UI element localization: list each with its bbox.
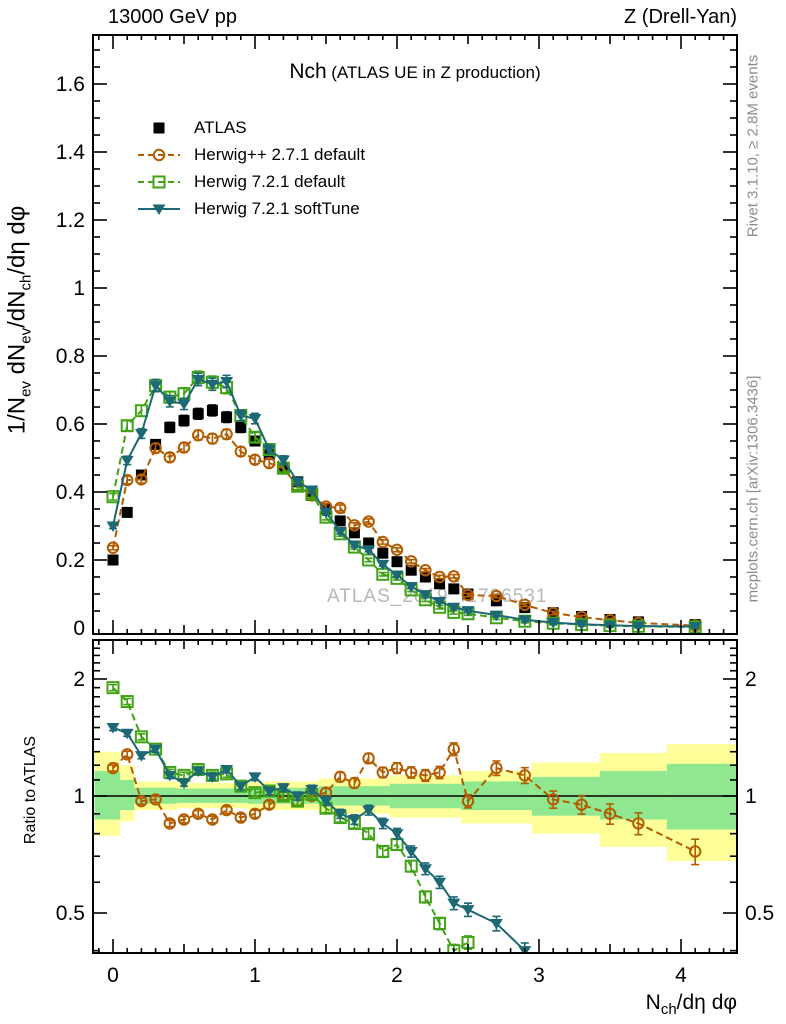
circle-open-marker-icon	[138, 148, 180, 161]
square-filled-marker-icon	[153, 122, 165, 133]
main-series-herwig-7-2-1-softtune	[106, 372, 702, 633]
main-y-tick-label: 1.6	[56, 73, 85, 96]
legend-item-herwig-2-7-1-default: Herwig++ 2.7.1 default	[136, 141, 365, 168]
legend-label: Herwig 7.2.1 softTune	[194, 198, 360, 218]
main-y-tick-label: 0.4	[56, 481, 86, 504]
legend: ATLAS Herwig++ 2.7.1 default Herwig 7.2.1 …	[136, 114, 365, 222]
plot-title-paren: (ATLAS UE in Z production)	[331, 63, 541, 82]
plot-title: Nch (ATLAS UE in Z production)	[289, 60, 540, 84]
main-series-herwig-2-7-1-default	[106, 428, 702, 632]
x-tick-label: 0	[107, 964, 119, 987]
beam-energy-label: 13000 GeV pp	[108, 6, 237, 28]
main-y-tick-label: 0.8	[56, 345, 85, 368]
process-label: Z (Drell-Yan)	[624, 6, 737, 28]
rivet-version-note: Rivet 3.1.10, ≥ 2.8M events	[744, 54, 762, 238]
main-y-tick-label: 1.2	[56, 209, 85, 232]
main-y-axis-label: 1/Nev dNev/dNch/dη dφ	[3, 205, 35, 435]
legend-item-herwig-7-2-1-default: Herwig 7.2.1 default	[136, 168, 365, 195]
x-tick-label: 4	[675, 964, 687, 987]
legend-label: Herwig++ 2.7.1 default	[194, 144, 366, 164]
ratio-y-tick-label-right: 0.5	[745, 902, 774, 925]
ratio-series-herwig-7-2-1-softtune	[106, 723, 532, 953]
x-tick-label: 1	[249, 964, 261, 987]
ratio-y-axis-label: Ratio to ATLAS	[22, 735, 39, 845]
x-axis-label: Nch/dη dφ	[645, 991, 737, 1019]
mcplots-arxiv-note: mcplots.cern.ch [arXiv:1306.3436]	[744, 375, 762, 603]
plot-title-main: Nch	[289, 60, 327, 83]
main-y-tick-label: 0	[73, 617, 85, 640]
uncertainty-bands	[94, 744, 737, 862]
main-panel-frame	[92, 34, 738, 635]
ratio-y-tick-label-left: 2	[73, 668, 85, 691]
ratio-y-tick-label-right: 2	[745, 668, 757, 691]
main-y-tick-label: 1.4	[56, 141, 86, 164]
ratio-y-tick-label-left: 0.5	[56, 902, 85, 925]
main-y-tick-label: 0.2	[56, 549, 85, 572]
ratio-y-tick-label-right: 1	[745, 785, 757, 808]
ratio-series-herwig-7-2-1-default	[106, 681, 475, 953]
main-y-tick-label: 0.6	[56, 413, 85, 436]
main-series-atlas	[107, 404, 701, 631]
ratio-y-tick-label-left: 1	[73, 785, 85, 808]
legend-label: ATLAS	[194, 117, 247, 137]
legend-item-atlas: ATLAS	[136, 114, 365, 141]
x-tick-label: 3	[533, 964, 545, 987]
main-y-tick-label: 1	[73, 277, 85, 300]
triangle-down-marker-icon	[138, 204, 180, 215]
square-open-marker-icon	[138, 175, 180, 188]
legend-item-herwig-7-2-1-softtune: Herwig 7.2.1 softTune	[136, 195, 365, 222]
legend-label: Herwig 7.2.1 default	[194, 171, 346, 191]
x-tick-label: 2	[391, 964, 403, 987]
